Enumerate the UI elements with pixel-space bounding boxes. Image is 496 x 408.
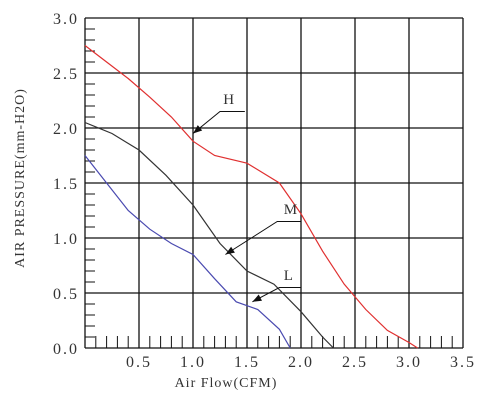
series-line-m [84,121,334,349]
callout-leader-h [192,111,245,134]
y-axis-title: AIR PRESSURE(mm-H2O) [13,88,28,268]
callout-arrow-l [252,294,262,302]
y-tick-label: 0.5 [53,286,79,303]
x-tick-label: 1.0 [180,354,206,371]
callout-arrow-h [193,125,203,134]
x-tick-label: 0.5 [126,354,152,371]
series-label-h: H [223,92,234,108]
x-tick-label: 3.0 [396,354,422,371]
y-tick-label: 3.0 [53,11,79,28]
y-tick-label: 2.0 [53,121,79,138]
x-tick-label: 2.0 [288,354,314,371]
y-tick-label: 1.5 [53,176,79,193]
y-tick-label: 1.0 [53,231,79,248]
x-axis-title: Air Flow(CFM) [175,376,278,391]
callout-layer: H M L [192,92,301,303]
callout-arrow-m [225,246,235,255]
x-tick-label: 1.5 [234,354,260,371]
x-tick-label: 2.5 [342,354,368,371]
x-tick-label: 3.5 [450,354,476,371]
y-tick-label: 2.5 [53,66,79,83]
callout-leader-l [252,287,301,303]
minor-tick-layer [84,17,464,349]
series-label-l: L [284,268,293,284]
tick-label-layer: 0.5 1.0 1.5 2.0 2.5 3.0 3.5 0.0 0.5 1.0 1.5 2.0 2.5 3… [53,11,476,371]
series-label-m: M [284,202,297,218]
series-line-l [84,155,291,349]
grid-layer [84,17,464,349]
series-line-h [84,45,418,349]
y-tick-label: 0.0 [53,341,79,358]
callout-leader-m [225,221,301,255]
series-layer [84,45,418,349]
